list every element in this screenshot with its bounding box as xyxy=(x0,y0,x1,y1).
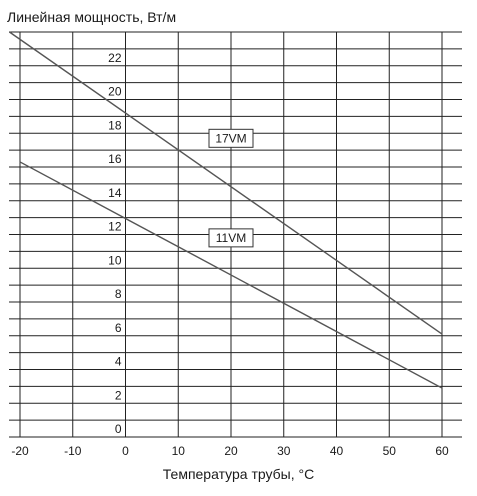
x-tick-label: -10 xyxy=(64,444,82,458)
series-group: 17VM 11VM xyxy=(9,31,443,389)
x-tick-label: 20 xyxy=(224,444,238,458)
y-tick-label: 18 xyxy=(108,118,122,132)
y-tick-label: 16 xyxy=(108,152,122,166)
y-tick-label: 22 xyxy=(108,51,122,65)
series-label-box xyxy=(208,128,254,148)
x-tick-label: 0 xyxy=(122,444,129,458)
y-tick-label: 20 xyxy=(108,85,122,99)
series-line-17VM xyxy=(9,31,443,335)
series-line-11VM xyxy=(19,161,443,389)
y-tick-label: 10 xyxy=(108,253,122,267)
x-tick-label: 30 xyxy=(277,444,291,458)
y-tick-label: 14 xyxy=(108,186,122,200)
y-tick-label: 4 xyxy=(115,355,122,369)
x-tick-label: 60 xyxy=(435,444,449,458)
x-tick-label: -20 xyxy=(11,444,29,458)
y-axis-title: Линейная мощность, Вт/м xyxy=(7,9,177,25)
x-tick-label: 40 xyxy=(330,444,344,458)
series-label-11VM: 11VM xyxy=(216,231,246,245)
y-tick-label: 6 xyxy=(115,321,122,335)
series-label-box xyxy=(208,228,254,248)
series-label-17VM: 17VM xyxy=(215,131,246,145)
x-tick-label: 10 xyxy=(172,444,186,458)
x-tick-labels: -20 -10 0 10 20 30 40 50 60 xyxy=(11,444,449,458)
y-tick-labels: 0 2 4 6 8 10 12 14 16 18 20 22 xyxy=(108,51,122,436)
y-tick-label: 12 xyxy=(108,220,122,234)
y-tick-label: 8 xyxy=(115,287,122,301)
grid xyxy=(9,31,462,438)
x-axis-title: Температура трубы, °C xyxy=(162,466,315,482)
x-tick-label: 50 xyxy=(383,444,397,458)
y-tick-label: 0 xyxy=(115,422,122,436)
y-tick-label: 2 xyxy=(115,388,122,402)
